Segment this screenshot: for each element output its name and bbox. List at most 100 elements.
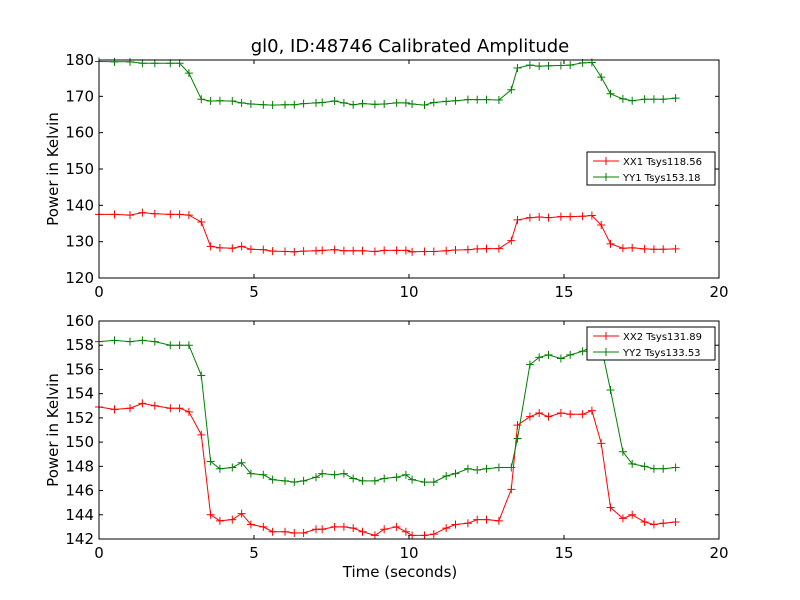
top-series-2-point	[566, 61, 575, 70]
bottom-series-2-point	[318, 469, 327, 478]
top-series-1-point	[535, 212, 544, 221]
top-legend-label: YY1 Tsys153.18	[622, 173, 701, 184]
top-series-2-point	[451, 96, 460, 105]
bottom-series-2-point	[215, 464, 224, 473]
top-series-1-point	[640, 244, 649, 253]
bottom-y-tick-label: 160	[65, 312, 94, 330]
top-series-2-point	[442, 97, 451, 106]
bottom-series-2-point	[339, 469, 348, 478]
bottom-series-2-point	[473, 465, 482, 474]
bottom-series-1-point	[166, 404, 175, 413]
bottom-series-2-point	[494, 463, 503, 472]
top-series-1-point	[318, 246, 327, 255]
top-series-1-point	[401, 246, 410, 255]
top-series-1-point	[408, 247, 417, 256]
top-series-2-point	[535, 62, 544, 71]
bottom-series-2-point	[556, 354, 565, 363]
top-y-axis-label: Power in Kelvin	[44, 112, 62, 226]
top-series-2-point	[473, 95, 482, 104]
top-series-2-point	[556, 61, 565, 70]
top-series-2-point	[628, 96, 637, 105]
bottom-series-2-point	[268, 475, 277, 484]
bottom-series-1-point	[401, 527, 410, 536]
top-series-2-point	[380, 99, 389, 108]
bottom-series-1-point	[618, 514, 627, 523]
top-y-tick-label: 140	[65, 196, 94, 214]
top-series-2-point	[215, 96, 224, 105]
bottom-series-1-point	[649, 520, 658, 529]
top-series-1-point	[649, 245, 658, 254]
bottom-series-2-point	[281, 476, 289, 485]
bottom-series-2-point	[330, 470, 339, 479]
top-series-2-point	[482, 95, 491, 104]
bottom-series-2-point	[649, 464, 658, 473]
top-series-2-point	[206, 97, 215, 106]
bottom-series-1-point	[206, 510, 215, 519]
top-series-1-point	[429, 247, 438, 256]
top-series-1-point	[215, 243, 224, 252]
top-series-1-point	[206, 242, 215, 251]
bottom-y-tick-label: 148	[65, 457, 94, 475]
bottom-series-1-point	[494, 516, 503, 525]
bottom-series-1-point	[110, 405, 119, 414]
bottom-series-2-point	[606, 386, 615, 395]
top-series-1-point	[513, 215, 522, 224]
bottom-series-1-point	[659, 519, 668, 528]
top-chart: 0 5 10 15 20 120 130 140 150 160 170 180 Power in Ke…	[44, 51, 729, 301]
bottom-series-2-point	[150, 337, 159, 346]
top-series-1-point	[197, 218, 206, 227]
top-series-2-point	[420, 101, 429, 110]
top-series-1-point	[628, 243, 637, 252]
top-series-2-point	[184, 69, 193, 78]
bottom-series-1-point	[184, 407, 193, 416]
top-series-2-point	[175, 59, 184, 68]
top-series-1-point	[110, 210, 119, 219]
top-series-2-point	[525, 61, 534, 70]
bottom-series-1-point	[330, 522, 339, 531]
bottom-x-axis-label: Time (seconds)	[342, 563, 458, 581]
top-y-tick-label: 120	[65, 269, 94, 287]
top-y-tick-label: 150	[65, 160, 94, 178]
bottom-series-1-point	[507, 485, 516, 494]
bottom-x-tick-label: 10	[399, 544, 418, 562]
bottom-series-1-point	[299, 528, 308, 537]
bottom-series-1-point	[628, 510, 637, 519]
bottom-series-2-point	[578, 347, 587, 356]
top-series-1-point	[473, 244, 482, 253]
bottom-series-2-point	[566, 350, 575, 359]
bottom-series-2-point	[358, 476, 367, 485]
bottom-series-1-point	[463, 519, 472, 528]
bottom-series-1-point	[318, 525, 327, 534]
top-series-2-point	[349, 100, 358, 109]
top-series-1-point	[451, 246, 460, 255]
top-x-tick-label: 0	[94, 283, 104, 301]
bottom-y-tick-label: 150	[65, 433, 94, 451]
top-series-2-point	[138, 59, 147, 68]
bottom-chart: 0 5 10 15 20 142 144 146 148 150 152 154 156 158 160 Po…	[44, 312, 729, 581]
bottom-series-1-point	[268, 527, 277, 536]
bottom-series-2-point	[370, 476, 379, 485]
top-series-1-point	[442, 246, 451, 255]
bottom-series-1-point	[442, 524, 451, 533]
bottom-series-2-point	[513, 434, 522, 443]
top-series-2-point	[494, 95, 503, 104]
top-series-1-point	[566, 212, 575, 221]
bottom-y-tick-label: 152	[65, 409, 94, 427]
top-series-1-point	[659, 245, 668, 254]
bottom-series-1-point	[556, 409, 565, 418]
bottom-series-1-point	[544, 412, 553, 421]
bottom-series-1-point	[473, 515, 482, 524]
top-series-2-point	[507, 85, 516, 94]
top-series-2-point	[246, 99, 255, 108]
bottom-series-1-point	[429, 530, 438, 539]
bottom-series-1-point	[380, 525, 389, 534]
top-series-2-point	[401, 98, 410, 107]
bottom-legend-marker	[602, 348, 610, 356]
top-series-1-point	[290, 247, 299, 256]
bottom-series-1-point	[420, 531, 429, 540]
bottom-series-2-point	[442, 472, 451, 481]
top-series-2-point	[339, 98, 348, 107]
bottom-series-2-point	[184, 341, 193, 350]
bottom-series-2-point	[166, 341, 175, 350]
